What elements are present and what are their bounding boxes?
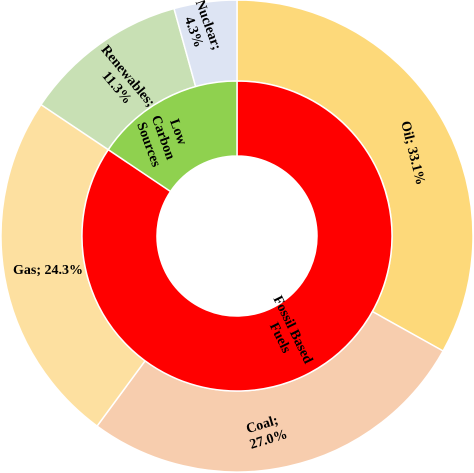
label-gas: Gas; 24.3%: [13, 263, 83, 278]
center-hole: [157, 156, 317, 316]
